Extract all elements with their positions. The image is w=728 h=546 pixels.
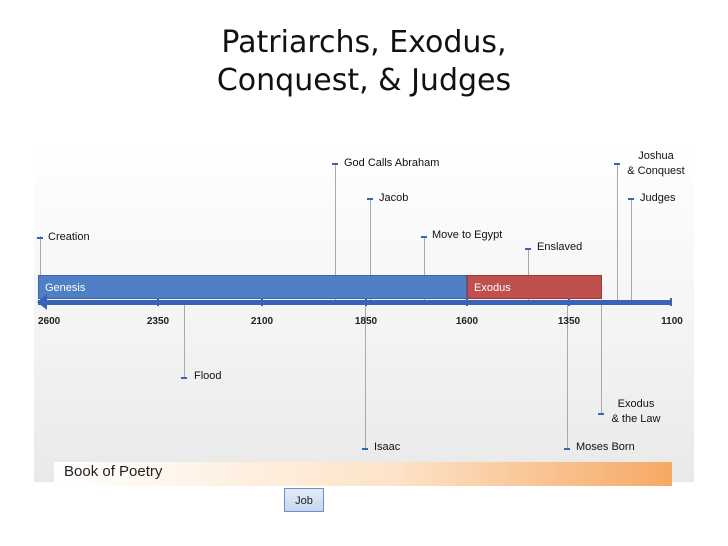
title-line-1: Patriarchs, Exodus, [221, 25, 507, 60]
stem-moses-born [567, 305, 568, 448]
event-god-calls-abraham: God Calls Abraham [344, 157, 440, 169]
axis-tick [670, 298, 672, 306]
event-flood: Flood [194, 370, 222, 382]
book-of-poetry-bar [54, 462, 672, 486]
stem-joshua [617, 163, 618, 300]
job-box: Job [284, 488, 324, 512]
marker-flood [181, 377, 187, 379]
page-title: Patriarchs, Exodus, Conquest, & Judges [0, 24, 728, 100]
stem-isaac [365, 305, 366, 448]
axis-tick-label: 2100 [250, 316, 274, 327]
stem-flood [184, 305, 185, 377]
event-exodus-law-line2: & the Law [611, 413, 661, 425]
marker-jacob [367, 198, 373, 200]
book-of-poetry-label: Book of Poetry [64, 463, 163, 480]
axis-tick [261, 298, 263, 306]
stem-exodus-law [601, 305, 602, 413]
event-enslaved: Enslaved [537, 241, 583, 253]
axis-tick [568, 298, 570, 306]
marker-exodus-law [598, 413, 604, 415]
event-moses-born: Moses Born [576, 441, 635, 453]
marker-creation [37, 237, 43, 239]
exodus-bar: Exodus [467, 275, 602, 299]
event-joshua-line1: Joshua [638, 150, 674, 162]
event-exodus-law: Exodus & the Law [604, 397, 668, 427]
title-line-2: Conquest, & Judges [216, 63, 512, 98]
stem-enslaved [528, 248, 529, 300]
event-isaac: Isaac [374, 441, 401, 453]
axis-tick-label: 1100 [661, 316, 683, 327]
axis-tick [157, 298, 159, 306]
axis-tick-label: 1350 [557, 316, 581, 327]
timeline-panel [34, 140, 694, 482]
event-jacob: Jacob [379, 192, 409, 204]
marker-god-calls-abraham [332, 163, 338, 165]
stem-god-calls-abraham [335, 163, 336, 300]
axis-tick [365, 298, 367, 306]
axis-tick [466, 298, 468, 306]
axis-arrow-icon [37, 294, 47, 310]
marker-judges [628, 198, 634, 200]
stem-creation [40, 236, 41, 300]
axis-tick-label: 2600 [38, 316, 61, 327]
event-exodus-law-line1: Exodus [617, 398, 655, 410]
stem-move-to-egypt [424, 236, 425, 300]
marker-joshua [614, 163, 620, 165]
event-joshua-conquest: Joshua & Conquest [620, 149, 692, 179]
event-creation: Creation [48, 231, 90, 243]
marker-enslaved [525, 248, 531, 250]
marker-move-to-egypt [421, 236, 427, 238]
genesis-bar: Genesis [38, 275, 467, 299]
axis-tick-label: 1600 [455, 316, 479, 327]
marker-isaac [362, 448, 368, 450]
axis-tick-label: 2350 [146, 316, 170, 327]
marker-moses-born [564, 448, 570, 450]
stem-judges [631, 198, 632, 300]
timeline-axis [38, 300, 672, 305]
event-move-to-egypt: Move to Egypt [432, 229, 503, 241]
event-joshua-line2: & Conquest [627, 165, 685, 177]
event-judges: Judges [640, 192, 676, 204]
axis-tick-label: 1850 [354, 316, 378, 327]
stem-jacob [370, 198, 371, 300]
